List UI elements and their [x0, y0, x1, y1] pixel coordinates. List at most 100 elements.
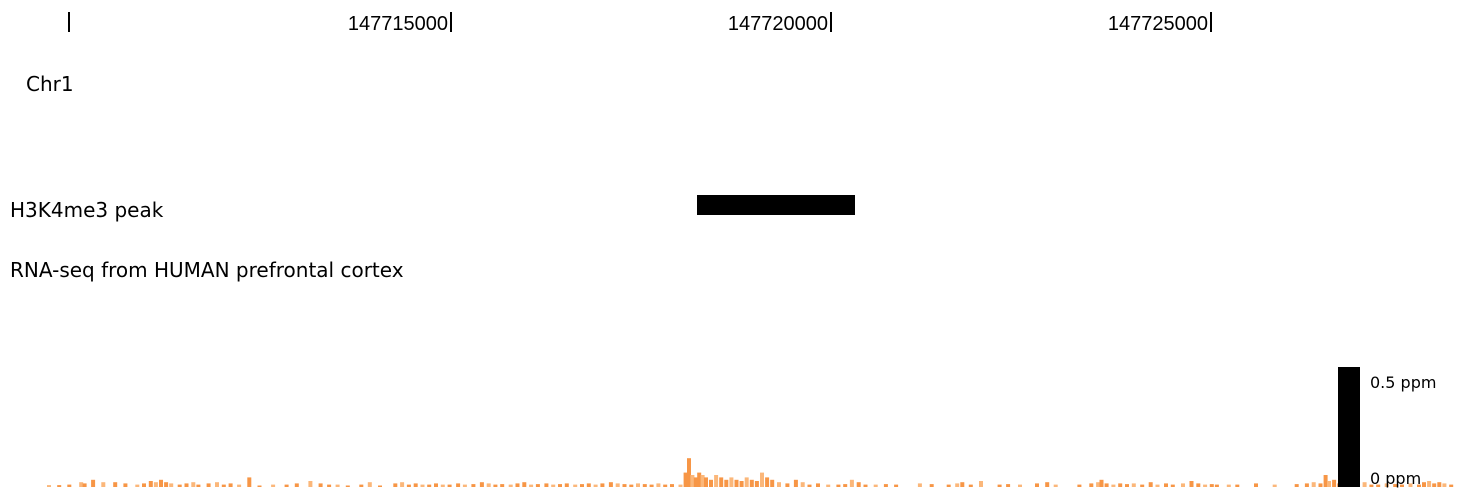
signal-bar: [91, 479, 96, 487]
signal-bar: [656, 483, 661, 487]
signal-bar: [142, 483, 146, 487]
signal-bar: [1362, 482, 1367, 487]
signal-bar: [1442, 483, 1447, 487]
ruler-tick: [1210, 12, 1212, 32]
signal-bar: [284, 484, 289, 487]
ruler-tick-label: 147725000: [1107, 13, 1208, 35]
signal-bar: [663, 484, 668, 487]
signal-bar: [642, 484, 647, 487]
h3k4me3-peak-block: [697, 195, 856, 215]
signal-bar: [1118, 483, 1123, 487]
signal-bar: [690, 475, 695, 487]
signal-bar: [687, 458, 691, 487]
signal-bar: [1018, 484, 1022, 487]
signal-bar: [486, 483, 491, 487]
signal-bar: [393, 483, 398, 487]
signal-bar: [917, 483, 922, 487]
signal-bar: [1272, 484, 1277, 487]
signal-bar: [586, 483, 591, 487]
signal-bar: [135, 484, 140, 487]
signal-bar: [894, 484, 899, 487]
signal-bar: [683, 472, 688, 487]
signal-bar: [697, 472, 702, 487]
signal-bar: [1189, 481, 1194, 487]
signal-bar: [636, 483, 640, 487]
signal-bar: [629, 484, 634, 487]
signal-bar: [515, 483, 520, 487]
signal-bar: [1196, 483, 1201, 487]
signal-bar: [447, 484, 452, 487]
signal-bar: [760, 472, 764, 487]
signal-bar: [1417, 484, 1421, 487]
signal-bar: [1170, 484, 1175, 487]
signal-bar: [785, 483, 790, 487]
ruler-tick: [450, 12, 452, 32]
signal-bar: [522, 482, 527, 487]
signal-bar: [960, 482, 965, 487]
signal-bar: [714, 475, 719, 487]
signal-bar: [929, 484, 934, 487]
signal-bar: [1376, 484, 1381, 487]
signal-bar: [1332, 479, 1337, 487]
signal-bar: [420, 484, 425, 487]
scale-max-label: 0.5 ppm: [1370, 373, 1437, 392]
signal-bar: [622, 484, 627, 487]
signal-bar: [508, 484, 513, 487]
signal-bar: [770, 479, 775, 487]
signal-bar: [649, 484, 654, 487]
signal-bar: [1437, 482, 1442, 487]
signal-bar: [440, 484, 445, 487]
signal-bar: [294, 483, 299, 487]
signal-bar: [1099, 479, 1104, 487]
signal-bar: [159, 479, 163, 487]
signal-bar: [1035, 483, 1039, 487]
signal-bar: [883, 484, 888, 487]
signal-bar: [535, 484, 540, 487]
ruler-tick-label: 147720000: [727, 13, 828, 35]
signal-bar: [1393, 484, 1398, 487]
signal-bar: [1111, 484, 1116, 487]
signal-bar: [979, 481, 983, 487]
signal-bar: [1077, 484, 1082, 487]
signal-bar: [1164, 483, 1168, 487]
signal-bar: [1148, 482, 1153, 487]
signal-bar: [1203, 484, 1208, 487]
peak-track-label: H3K4me3 peak: [10, 198, 164, 222]
signal-bar: [849, 479, 854, 487]
signal-bar: [206, 483, 211, 487]
signal-bar: [719, 477, 724, 487]
rnaseq-track-label: RNA-seq from HUMAN prefrontal cortex: [10, 258, 404, 282]
signal-bar: [1254, 483, 1258, 487]
signal-bar: [247, 477, 252, 487]
signal-bar: [308, 481, 313, 487]
signal-bar: [1235, 484, 1240, 487]
signal-bar: [739, 481, 744, 487]
signal-bar: [359, 484, 364, 487]
signal-bar: [1214, 484, 1219, 487]
signal-bar: [215, 482, 219, 487]
signal-bar: [873, 484, 878, 487]
signal-bar: [1131, 483, 1136, 487]
signal-bar: [704, 477, 708, 487]
signal-bar: [221, 484, 226, 487]
signal-bar: [367, 482, 372, 487]
signal-bar: [1226, 484, 1231, 487]
signal-bar: [573, 484, 578, 487]
signal-bar: [123, 483, 128, 487]
signal-bar: [968, 484, 973, 487]
signal-bar: [593, 484, 598, 487]
signal-bar: [493, 484, 498, 487]
signal-bar: [345, 485, 350, 487]
signal-bar: [57, 485, 62, 487]
signal-bar: [413, 483, 418, 487]
signal-bar: [1449, 484, 1454, 487]
signal-bar: [335, 484, 340, 487]
signal-bar: [777, 482, 781, 487]
signal-bar: [793, 479, 798, 487]
signal-bar: [863, 484, 868, 487]
signal-bar: [997, 484, 1002, 487]
signal-bar: [529, 484, 534, 487]
signal-bar: [843, 484, 848, 487]
signal-bar: [1104, 483, 1109, 487]
signal-bar: [836, 484, 841, 487]
